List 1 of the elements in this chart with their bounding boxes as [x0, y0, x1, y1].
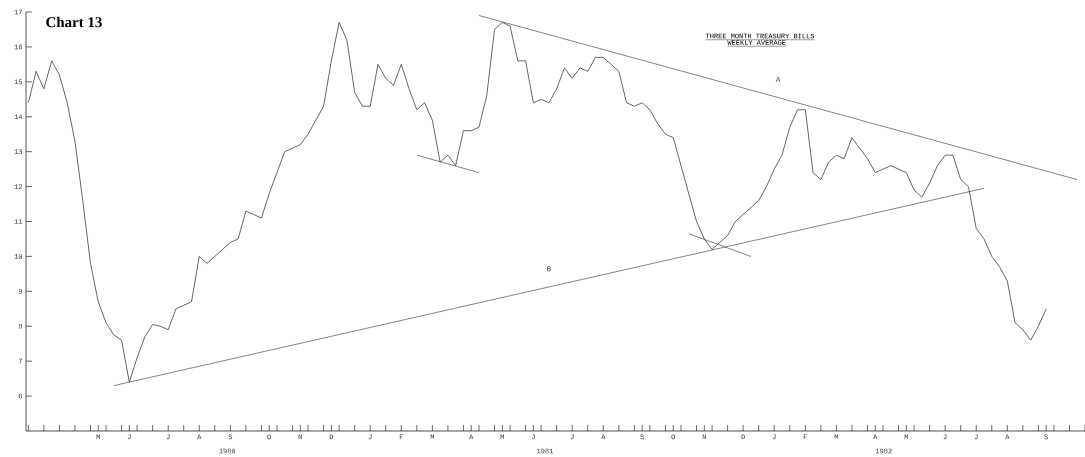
chart-title: Chart 13: [46, 16, 102, 28]
